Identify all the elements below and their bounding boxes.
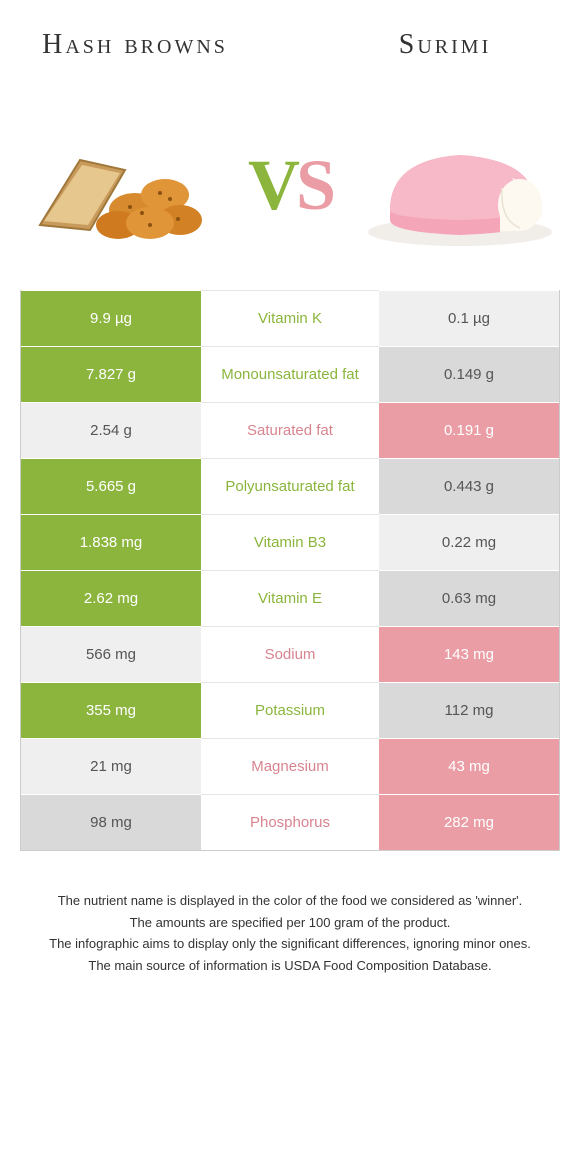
nutrient-name: Vitamin E bbox=[201, 570, 379, 626]
footer-notes: The nutrient name is displayed in the co… bbox=[30, 891, 550, 975]
nutrient-row: 1.838 mgVitamin B30.22 mg bbox=[21, 514, 559, 570]
right-value: 0.1 µg bbox=[379, 290, 559, 346]
nutrient-row: 7.827 gMonounsaturated fat0.149 g bbox=[21, 346, 559, 402]
left-value: 5.665 g bbox=[21, 458, 201, 514]
nutrient-row: 21 mgMagnesium43 mg bbox=[21, 738, 559, 794]
nutrient-table: 9.9 µgVitamin K0.1 µg7.827 gMonounsatura… bbox=[20, 290, 560, 851]
vs-label: VS bbox=[248, 144, 332, 227]
right-value: 0.22 mg bbox=[379, 514, 559, 570]
nutrient-name: Vitamin K bbox=[201, 290, 379, 346]
vs-letter-s: S bbox=[296, 145, 332, 225]
left-value: 9.9 µg bbox=[21, 290, 201, 346]
nutrient-name: Phosphorus bbox=[201, 794, 379, 850]
nutrient-name: Saturated fat bbox=[201, 402, 379, 458]
nutrient-name: Sodium bbox=[201, 626, 379, 682]
header: Hash browns Surimi bbox=[0, 0, 580, 90]
right-food-title: Surimi bbox=[310, 28, 580, 62]
nutrient-row: 98 mgPhosphorus282 mg bbox=[21, 794, 559, 850]
left-value: 566 mg bbox=[21, 626, 201, 682]
left-value: 98 mg bbox=[21, 794, 201, 850]
nutrient-name: Polyunsaturated fat bbox=[201, 458, 379, 514]
nutrient-row: 9.9 µgVitamin K0.1 µg bbox=[21, 290, 559, 346]
right-value: 43 mg bbox=[379, 738, 559, 794]
footer-line-4: The main source of information is USDA F… bbox=[30, 956, 550, 976]
nutrient-name: Magnesium bbox=[201, 738, 379, 794]
hash-browns-image bbox=[20, 110, 220, 260]
left-value: 2.62 mg bbox=[21, 570, 201, 626]
left-value: 21 mg bbox=[21, 738, 201, 794]
left-value: 355 mg bbox=[21, 682, 201, 738]
right-value: 0.191 g bbox=[379, 402, 559, 458]
left-value: 2.54 g bbox=[21, 402, 201, 458]
right-value: 0.149 g bbox=[379, 346, 559, 402]
surimi-image bbox=[360, 110, 560, 260]
nutrient-row: 355 mgPotassium112 mg bbox=[21, 682, 559, 738]
images-row: VS bbox=[0, 90, 580, 290]
left-value: 7.827 g bbox=[21, 346, 201, 402]
footer-line-3: The infographic aims to display only the… bbox=[30, 934, 550, 954]
footer-line-2: The amounts are specified per 100 gram o… bbox=[30, 913, 550, 933]
nutrient-name: Potassium bbox=[201, 682, 379, 738]
right-value: 0.443 g bbox=[379, 458, 559, 514]
right-value: 282 mg bbox=[379, 794, 559, 850]
nutrient-name: Monounsaturated fat bbox=[201, 346, 379, 402]
footer-line-1: The nutrient name is displayed in the co… bbox=[30, 891, 550, 911]
left-food-title: Hash browns bbox=[0, 28, 270, 62]
vs-letter-v: V bbox=[248, 145, 296, 225]
nutrient-row: 566 mgSodium143 mg bbox=[21, 626, 559, 682]
right-value: 0.63 mg bbox=[379, 570, 559, 626]
right-value: 143 mg bbox=[379, 626, 559, 682]
nutrient-row: 2.62 mgVitamin E0.63 mg bbox=[21, 570, 559, 626]
nutrient-row: 5.665 gPolyunsaturated fat0.443 g bbox=[21, 458, 559, 514]
nutrient-name: Vitamin B3 bbox=[201, 514, 379, 570]
right-value: 112 mg bbox=[379, 682, 559, 738]
left-value: 1.838 mg bbox=[21, 514, 201, 570]
nutrient-row: 2.54 gSaturated fat0.191 g bbox=[21, 402, 559, 458]
